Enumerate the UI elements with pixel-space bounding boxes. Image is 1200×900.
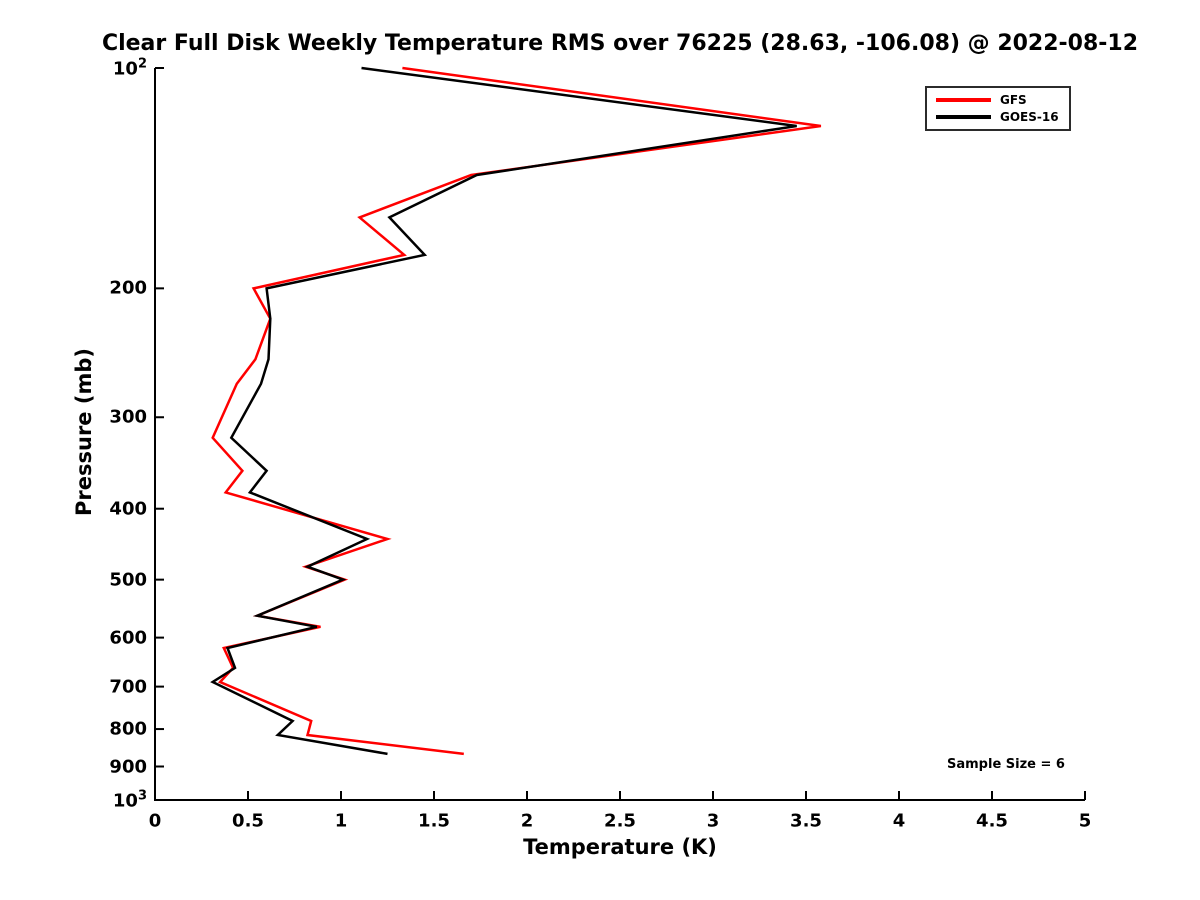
y-tick-label: 900 (109, 756, 147, 777)
y-tick-label: 700 (109, 676, 147, 698)
series-line-gfs (211, 66, 822, 756)
legend-item: GFS (936, 93, 1059, 107)
y-tick-label: 600 (109, 627, 147, 649)
x-tick-label: 0 (148, 810, 162, 832)
legend-line-sample (936, 98, 991, 102)
x-tick-label: 4.5 (976, 810, 1008, 832)
y-tick-label: 400 (109, 498, 147, 520)
legend-item-label: GFS (1000, 93, 1027, 107)
x-tick-label: 4 (892, 810, 906, 832)
x-tick-label: 1.5 (418, 810, 450, 832)
x-tick-label: 2.5 (604, 810, 636, 832)
series-line-goes-16 (210, 66, 797, 756)
x-tick-label: 3.5 (790, 810, 822, 832)
y-tick-label: 800 (109, 718, 147, 740)
axis-spines (154, 68, 1085, 801)
legend-item: GOES-16 (936, 110, 1059, 124)
y-tick-label: 200 (109, 277, 147, 299)
x-tick-label: 2 (520, 810, 534, 832)
x-tick-label: 1 (334, 810, 348, 832)
y-axis-label: Pressure (mb) (72, 348, 96, 516)
y-tick-label: 103 (112, 788, 147, 812)
legend-line-sample (936, 115, 991, 119)
sample-size-annotation: Sample Size = 6 (947, 757, 1065, 772)
chart-title: Clear Full Disk Weekly Temperature RMS o… (101, 31, 1139, 56)
x-tick-label: 0.5 (232, 810, 264, 832)
y-tick-label: 500 (109, 569, 147, 591)
x-tick-label: 3 (706, 810, 720, 832)
legend: GFS GOES-16 (925, 86, 1071, 131)
x-axis-label: Temperature (K) (523, 835, 717, 859)
y-tick-label: 102 (112, 56, 147, 80)
legend-item-label: GOES-16 (1000, 110, 1059, 124)
x-tick-label: 5 (1078, 810, 1092, 832)
y-tick-label: 300 (109, 406, 147, 428)
